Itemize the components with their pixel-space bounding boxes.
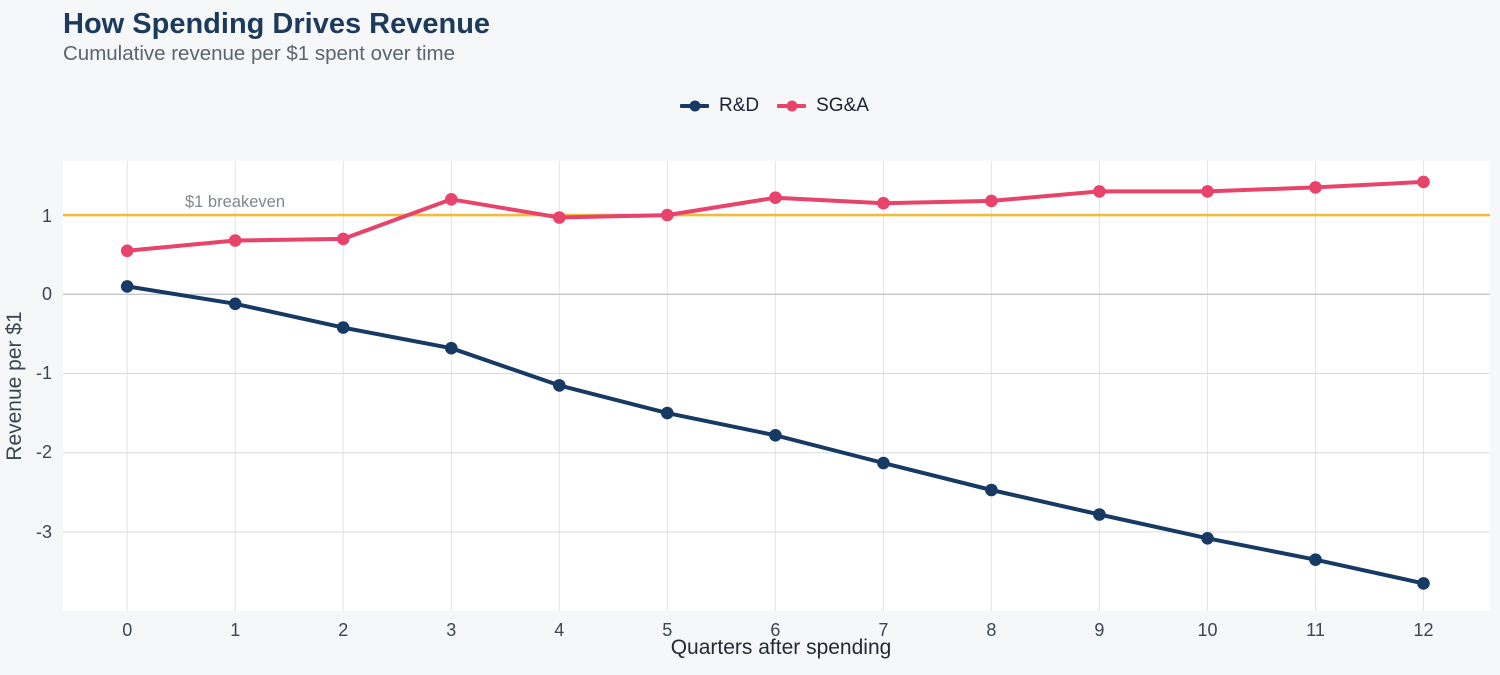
svg-text:0: 0 — [122, 620, 132, 640]
svg-text:12: 12 — [1413, 620, 1433, 640]
svg-text:11: 11 — [1306, 620, 1325, 640]
svg-text:1: 1 — [42, 206, 52, 226]
svg-text:7: 7 — [878, 620, 888, 640]
svg-text:3: 3 — [446, 620, 456, 640]
svg-text:8: 8 — [986, 620, 996, 640]
svg-text:-1: -1 — [36, 363, 52, 383]
svg-text:10: 10 — [1197, 620, 1217, 640]
svg-text:$1 breakeven: $1 breakeven — [185, 193, 285, 211]
svg-text:4: 4 — [554, 620, 564, 640]
svg-text:6: 6 — [770, 620, 780, 640]
svg-text:0: 0 — [42, 284, 52, 304]
svg-text:9: 9 — [1094, 620, 1104, 640]
svg-text:-3: -3 — [36, 522, 52, 542]
svg-text:1: 1 — [230, 620, 240, 640]
svg-text:-2: -2 — [36, 442, 52, 462]
svg-text:5: 5 — [662, 620, 672, 640]
svg-text:2: 2 — [338, 620, 348, 640]
